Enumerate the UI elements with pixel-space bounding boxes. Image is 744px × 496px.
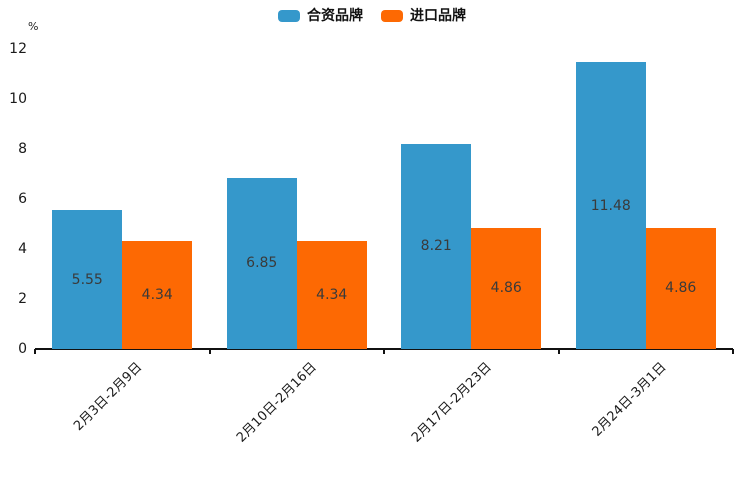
y-axis-tick-label: 4 bbox=[18, 241, 27, 257]
bar-value-label: 5.55 bbox=[71, 271, 103, 288]
legend-label-joint-venture: 合资品牌 bbox=[307, 8, 363, 24]
y-axis-tick-label: 0 bbox=[18, 341, 27, 357]
legend-swatch-import bbox=[381, 10, 403, 22]
bar-import: 4.86 bbox=[471, 227, 542, 349]
bar-value-label: 4.34 bbox=[141, 286, 173, 303]
x-axis-tick bbox=[557, 349, 560, 354]
bar-joint-venture: 11.48 bbox=[575, 62, 646, 349]
bar-joint-venture: 6.85 bbox=[226, 177, 297, 349]
y-axis-tick-label: 8 bbox=[18, 141, 27, 157]
legend-label-import: 进口品牌 bbox=[410, 8, 466, 24]
bar-value-label: 11.48 bbox=[590, 197, 631, 214]
y-axis-tick-label: 10 bbox=[9, 91, 27, 107]
bar-import: 4.34 bbox=[122, 240, 193, 349]
y-axis-unit-label: % bbox=[28, 20, 39, 33]
bar-value-label: 8.21 bbox=[420, 238, 452, 255]
legend-item-joint-venture: 合资品牌 bbox=[278, 7, 363, 25]
legend-swatch-joint-venture bbox=[278, 10, 300, 22]
x-axis-label: 2月10日-2月16日 bbox=[234, 359, 321, 446]
bar-value-label: 6.85 bbox=[246, 255, 278, 272]
x-axis-label: 2月24日-3月1日 bbox=[589, 359, 670, 440]
bar-joint-venture: 8.21 bbox=[401, 143, 472, 349]
y-axis-tick-label: 6 bbox=[18, 191, 27, 207]
bar-import: 4.86 bbox=[645, 227, 716, 349]
plot-area: 0 2 4 6 8 10 12 5.55 4.34 2月3日-2月9日 6.85 4.34 2月10日-… bbox=[9, 41, 734, 446]
y-axis-tick-label: 2 bbox=[18, 291, 27, 307]
x-axis-tick bbox=[383, 349, 385, 354]
bar-import: 4.34 bbox=[296, 240, 367, 349]
legend-item-import: 进口品牌 bbox=[381, 7, 466, 25]
x-axis-tick bbox=[208, 349, 211, 354]
x-axis-tick bbox=[34, 349, 36, 354]
x-axis-tick bbox=[732, 349, 734, 354]
bar-value-label: 4.34 bbox=[316, 286, 348, 303]
x-axis-label: 2月3日-2月9日 bbox=[71, 359, 146, 434]
bar-value-label: 4.86 bbox=[490, 280, 522, 297]
y-axis-tick-label: 12 bbox=[9, 41, 27, 57]
legend: 合资品牌 进口品牌 bbox=[0, 7, 744, 25]
x-axis-label: 2月17日-2月23日 bbox=[408, 359, 495, 446]
bar-joint-venture: 5.55 bbox=[52, 210, 123, 349]
bar-value-label: 4.86 bbox=[665, 280, 697, 297]
